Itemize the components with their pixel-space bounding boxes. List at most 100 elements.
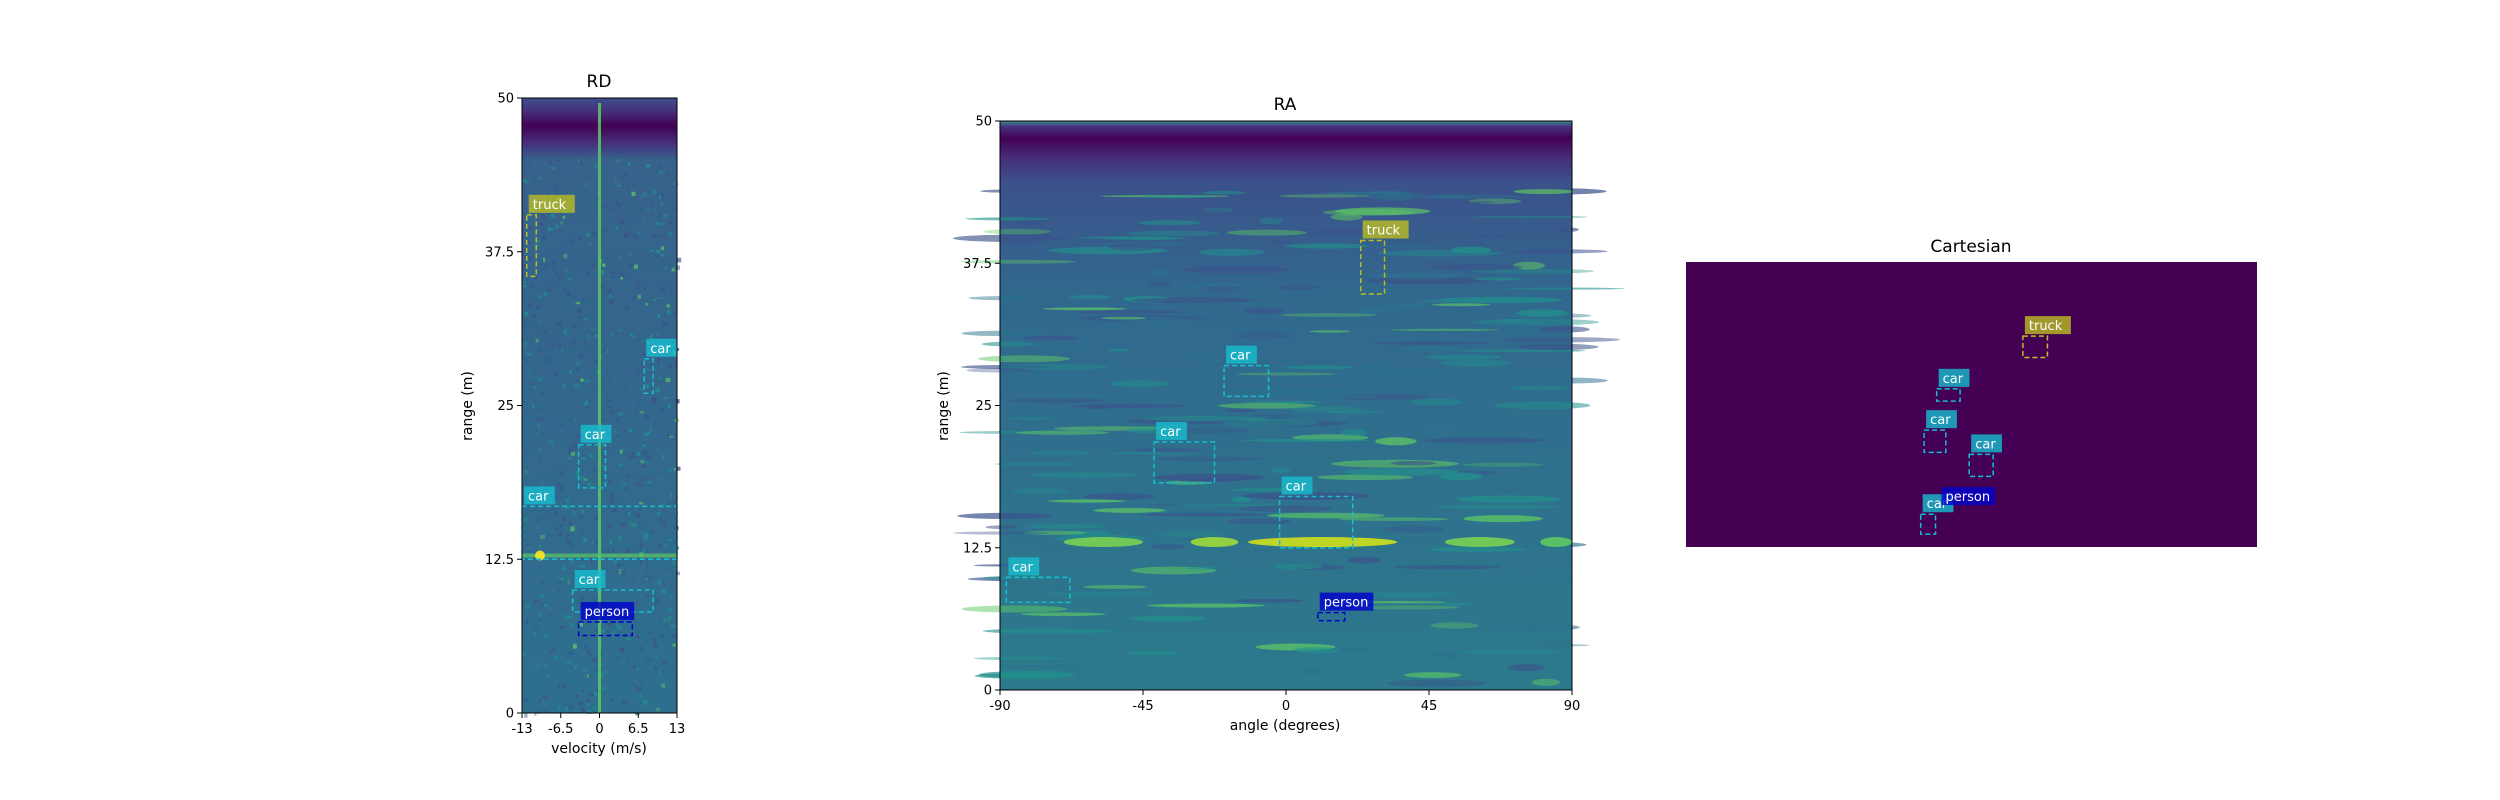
rd-texture-speckle xyxy=(610,485,613,490)
rd-texture-speckle xyxy=(532,405,535,409)
rd-texture-speckle xyxy=(547,613,552,616)
rd-texture-speckle xyxy=(542,695,548,699)
ra-texture-streak xyxy=(1148,280,1172,288)
ra-texture-streak xyxy=(1143,416,1269,422)
rd-texture-speckle xyxy=(551,646,555,651)
rd-texture-speckle xyxy=(570,526,575,532)
rd-texture-speckle xyxy=(646,657,650,663)
ra-texture-streak xyxy=(1284,243,1370,249)
rd-texture-speckle xyxy=(658,195,662,200)
rd-texture-speckle xyxy=(522,281,527,286)
ra-texture-streak xyxy=(1109,451,1193,455)
rd-texture-speckle xyxy=(661,222,665,225)
ra-texture-streak xyxy=(1280,313,1377,317)
rd-texture-speckle xyxy=(603,290,607,294)
rd-texture-speckle xyxy=(661,581,666,587)
rd-texture-speckle xyxy=(592,658,597,663)
ra-y-tick-label: 25 xyxy=(975,399,992,414)
rd-texture-speckle xyxy=(628,276,631,281)
rd-texture-speckle xyxy=(624,486,628,490)
ra-texture-streak xyxy=(952,234,1065,242)
rd-texture-speckle xyxy=(620,387,623,390)
rd-texture-speckle xyxy=(533,275,538,281)
rd-texture-speckle xyxy=(618,569,623,575)
rd-texture-speckle xyxy=(526,240,531,245)
rd-texture-speckle xyxy=(543,515,546,521)
rd-texture-speckle xyxy=(554,656,559,659)
rd-texture-speckle xyxy=(538,176,541,180)
rd-texture-speckle xyxy=(580,456,585,460)
rd-texture-speckle xyxy=(538,699,541,703)
rd-texture-speckle xyxy=(523,155,526,159)
rd-texture-speckle xyxy=(643,699,648,705)
rd-texture-speckle xyxy=(524,409,529,412)
rd-texture-speckle xyxy=(594,196,600,201)
rd-texture-speckle xyxy=(552,261,556,267)
ra-texture-streak xyxy=(1425,354,1502,360)
rd-texture-speckle xyxy=(658,376,662,380)
rd-texture-speckle xyxy=(609,600,613,603)
rd-texture-speckle xyxy=(635,601,640,605)
rd-texture-speckle xyxy=(527,303,533,307)
rd-texture-speckle xyxy=(672,643,676,647)
ra-texture-streak xyxy=(959,430,1061,434)
ra-texture-streak xyxy=(1330,213,1363,221)
rd-texture-speckle xyxy=(609,299,614,305)
rd-texture-speckle xyxy=(611,548,616,553)
rd-texture-speckle xyxy=(617,656,620,660)
ra-texture-streak xyxy=(1030,344,1082,350)
rd-texture-speckle xyxy=(670,624,675,628)
rd-texture-speckle xyxy=(635,482,639,486)
rd-texture-speckle xyxy=(629,520,633,526)
cartesian-detection-box-car xyxy=(1968,453,1994,478)
rd-texture-speckle xyxy=(538,618,542,622)
ra-texture-streak xyxy=(1048,499,1125,503)
rd-texture-speckle xyxy=(608,294,612,299)
ra-bright-band xyxy=(1540,537,1572,548)
rd-texture-speckle xyxy=(617,633,621,636)
rd-texture-speckle xyxy=(557,588,560,594)
rd-texture-speckle xyxy=(649,176,652,179)
cartesian-title: Cartesian xyxy=(1930,237,2011,257)
rd-texture-speckle xyxy=(579,621,583,627)
rd-texture-speckle xyxy=(675,422,678,426)
rd-texture-speckle xyxy=(632,335,636,339)
ra-texture-streak xyxy=(985,525,1018,530)
ra-texture-streak xyxy=(1386,679,1488,688)
rd-texture-speckle xyxy=(655,249,660,254)
ra-texture-streak xyxy=(1426,426,1452,431)
rd-texture-speckle xyxy=(565,290,571,296)
rd-texture-speckle xyxy=(533,175,536,181)
ra-texture-streak xyxy=(997,364,1110,371)
rd-texture-speckle xyxy=(664,544,667,549)
cartesian-detection-label-car: car xyxy=(1975,437,1996,452)
rd-texture-speckle xyxy=(660,520,665,525)
rd-texture-speckle xyxy=(673,588,676,592)
rd-texture-speckle xyxy=(658,296,664,300)
rd-texture-speckle xyxy=(627,230,632,235)
rd-texture-speckle xyxy=(608,288,612,293)
ra-texture-streak xyxy=(1290,405,1363,413)
ra-texture-streak xyxy=(1100,316,1147,320)
ra-texture-streak xyxy=(1409,398,1464,406)
ra-texture-streak xyxy=(1513,189,1574,195)
cartesian-detection-label-bg xyxy=(2024,316,2071,335)
rd-texture-speckle xyxy=(569,444,574,450)
rd-texture-speckle xyxy=(676,265,680,270)
ra-texture-streak xyxy=(1375,437,1417,446)
rd-texture-speckle xyxy=(529,163,532,169)
ra-bright-band xyxy=(1247,537,1398,548)
ra-texture-streak xyxy=(1150,269,1171,276)
rd-texture-speckle xyxy=(586,650,590,655)
rd-texture-speckle xyxy=(562,502,565,505)
rd-texture-speckle xyxy=(638,679,643,683)
rd-texture-speckle xyxy=(569,369,573,374)
ra-texture-streak xyxy=(1383,302,1430,309)
ra-detection-label-truck: truck xyxy=(1367,223,1401,238)
rd-texture-speckle xyxy=(533,296,539,301)
cartesian-detection-label-car: car xyxy=(1943,372,1964,387)
ra-texture-streak xyxy=(961,330,1046,337)
ra-texture-streak xyxy=(1007,397,1107,404)
ra-texture-streak xyxy=(1326,410,1383,414)
